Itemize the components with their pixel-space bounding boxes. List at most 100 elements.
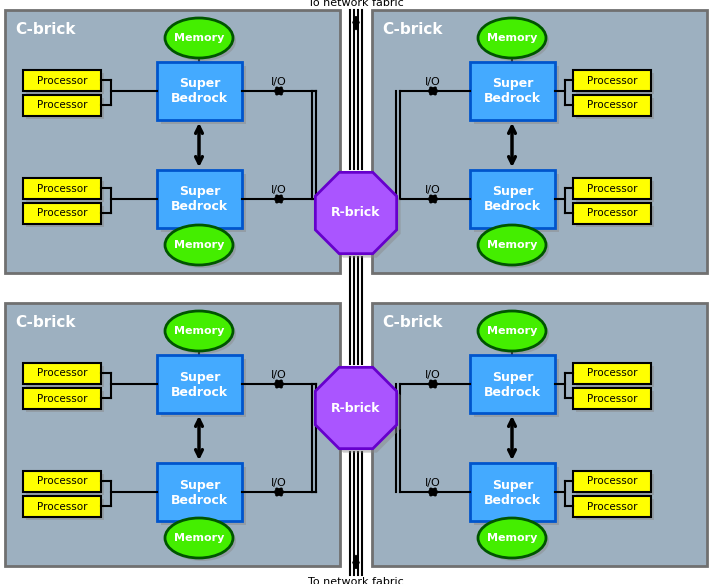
Text: Bedrock: Bedrock xyxy=(171,385,228,398)
Text: Processor: Processor xyxy=(587,394,637,404)
Ellipse shape xyxy=(168,521,236,561)
Text: I/O: I/O xyxy=(271,77,287,87)
Bar xyxy=(157,62,242,120)
Bar xyxy=(161,174,246,232)
Text: Bedrock: Bedrock xyxy=(171,200,228,214)
Text: Memory: Memory xyxy=(487,533,537,543)
Bar xyxy=(23,178,101,199)
Bar xyxy=(26,366,104,387)
Bar xyxy=(23,388,101,409)
Text: C-brick: C-brick xyxy=(382,315,442,330)
Text: I/O: I/O xyxy=(425,77,441,87)
Text: Processor: Processor xyxy=(587,502,637,512)
Bar xyxy=(26,73,104,94)
Text: Memory: Memory xyxy=(174,33,224,43)
Ellipse shape xyxy=(168,314,236,354)
Polygon shape xyxy=(315,172,397,253)
Bar xyxy=(23,471,101,492)
Bar xyxy=(573,471,651,492)
Bar xyxy=(573,70,651,91)
Bar xyxy=(470,463,555,521)
Bar xyxy=(161,467,246,525)
Text: Bedrock: Bedrock xyxy=(484,493,541,506)
Ellipse shape xyxy=(168,21,236,61)
Bar xyxy=(576,391,654,412)
Bar xyxy=(470,62,555,120)
Text: Bedrock: Bedrock xyxy=(484,200,541,214)
Bar xyxy=(474,467,559,525)
Bar xyxy=(26,499,104,520)
Bar xyxy=(372,303,707,566)
Bar xyxy=(573,203,651,224)
Text: R-brick: R-brick xyxy=(331,207,381,220)
Text: To network fabric: To network fabric xyxy=(308,0,404,8)
Text: Super: Super xyxy=(492,186,533,199)
Bar xyxy=(26,391,104,412)
Polygon shape xyxy=(315,367,397,449)
Text: Memory: Memory xyxy=(487,326,537,336)
Bar xyxy=(23,203,101,224)
Bar xyxy=(573,363,651,384)
Ellipse shape xyxy=(481,521,549,561)
Text: Memory: Memory xyxy=(174,326,224,336)
Bar xyxy=(576,474,654,495)
Text: Processor: Processor xyxy=(587,208,637,218)
Text: Processor: Processor xyxy=(37,75,88,85)
Bar xyxy=(26,206,104,227)
Text: Bedrock: Bedrock xyxy=(484,385,541,398)
Bar xyxy=(470,355,555,413)
Bar xyxy=(576,98,654,119)
Bar xyxy=(26,181,104,202)
Bar xyxy=(157,170,242,228)
Ellipse shape xyxy=(168,228,236,268)
Ellipse shape xyxy=(481,228,549,268)
Bar xyxy=(474,174,559,232)
Text: I/O: I/O xyxy=(271,185,287,195)
Bar xyxy=(23,95,101,116)
Text: Memory: Memory xyxy=(174,533,224,543)
Bar xyxy=(157,463,242,521)
Ellipse shape xyxy=(481,21,549,61)
Bar xyxy=(474,66,559,124)
Ellipse shape xyxy=(478,311,546,351)
Bar xyxy=(470,170,555,228)
Ellipse shape xyxy=(165,311,233,351)
Bar xyxy=(576,206,654,227)
Text: Processor: Processor xyxy=(37,100,88,110)
Ellipse shape xyxy=(481,314,549,354)
Text: Super: Super xyxy=(492,370,533,384)
Bar xyxy=(576,181,654,202)
Bar xyxy=(573,178,651,199)
Bar xyxy=(5,10,340,273)
Text: Super: Super xyxy=(492,78,533,91)
Text: I/O: I/O xyxy=(271,478,287,488)
Ellipse shape xyxy=(165,18,233,58)
Text: Bedrock: Bedrock xyxy=(484,92,541,106)
Bar xyxy=(157,355,242,413)
Text: C-brick: C-brick xyxy=(15,315,75,330)
Bar xyxy=(23,70,101,91)
Text: R-brick: R-brick xyxy=(331,402,381,415)
Ellipse shape xyxy=(478,518,546,558)
Text: Super: Super xyxy=(179,78,220,91)
Bar xyxy=(573,496,651,517)
Polygon shape xyxy=(320,176,401,258)
Text: Processor: Processor xyxy=(587,183,637,193)
Text: I/O: I/O xyxy=(425,185,441,195)
Bar xyxy=(23,496,101,517)
Bar xyxy=(26,98,104,119)
Text: Processor: Processor xyxy=(37,394,88,404)
Ellipse shape xyxy=(165,225,233,265)
Bar xyxy=(576,499,654,520)
Ellipse shape xyxy=(478,18,546,58)
Text: Super: Super xyxy=(179,370,220,384)
Text: Processor: Processor xyxy=(37,208,88,218)
Text: Super: Super xyxy=(179,186,220,199)
Text: Bedrock: Bedrock xyxy=(171,92,228,106)
Bar xyxy=(161,359,246,417)
Bar xyxy=(576,366,654,387)
Polygon shape xyxy=(320,371,401,453)
Text: Processor: Processor xyxy=(587,100,637,110)
Text: Processor: Processor xyxy=(587,75,637,85)
Text: To network fabric: To network fabric xyxy=(308,577,404,584)
